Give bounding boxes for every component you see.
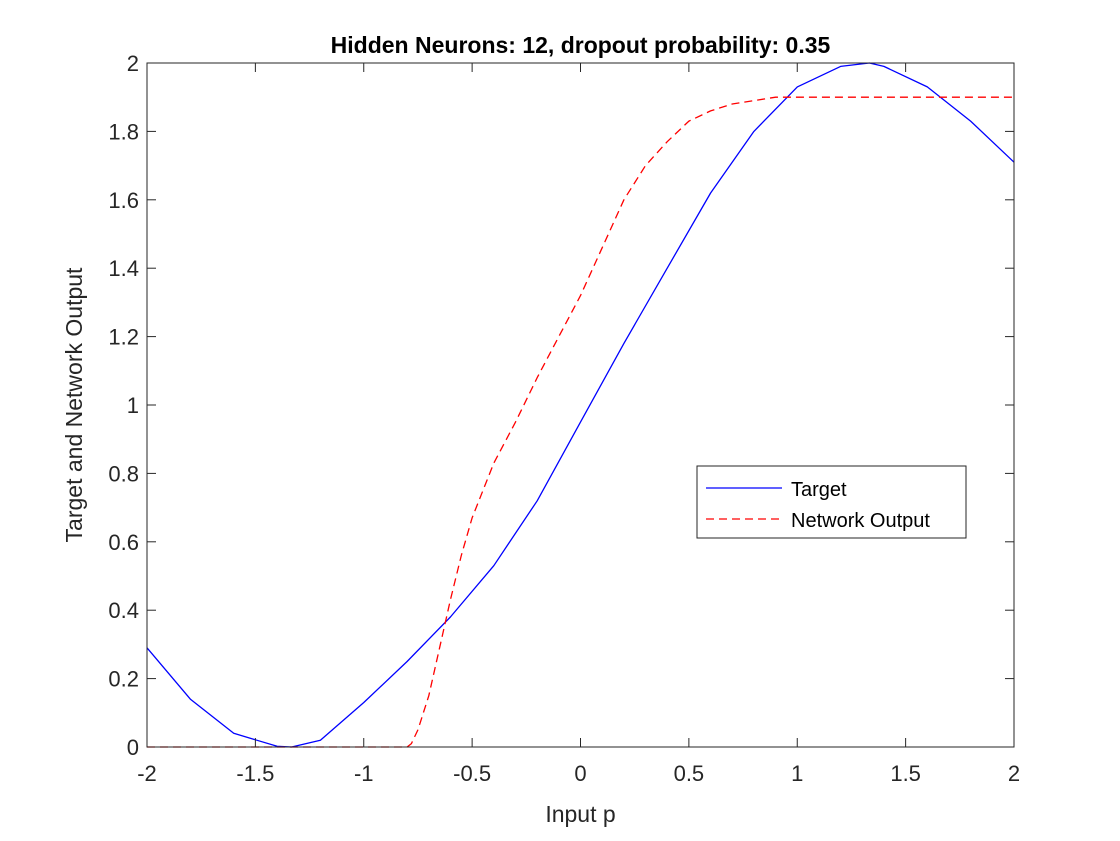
legend: Target Network Output bbox=[696, 465, 967, 539]
x-tick-label: -1 bbox=[354, 761, 374, 786]
y-tick-label: 0.4 bbox=[108, 598, 139, 623]
chart-title: Hidden Neurons: 12, dropout probability:… bbox=[331, 32, 831, 58]
y-tick-label: 0.6 bbox=[108, 530, 139, 555]
y-tick-label: 1.6 bbox=[108, 188, 139, 213]
x-tick-label: 0 bbox=[574, 761, 586, 786]
y-tick-label: 1.2 bbox=[108, 325, 139, 350]
plot-area bbox=[147, 63, 1014, 747]
y-tick-label: 0.8 bbox=[108, 461, 139, 486]
x-tick-label: 1 bbox=[791, 761, 803, 786]
x-tick-label: -0.5 bbox=[453, 761, 491, 786]
x-tick-label: 2 bbox=[1008, 761, 1020, 786]
y-tick-label: 1 bbox=[127, 393, 139, 418]
x-tick-label: -2 bbox=[137, 761, 157, 786]
tick-layer: -2 -1.5 -1 -0.5 0 0.5 1 1.5 2 0 0.2 0.4 0.6 0.8 1 1.2 1.… bbox=[108, 51, 1020, 786]
y-axis-label: Target and Network Output bbox=[61, 267, 87, 542]
legend-box bbox=[696, 465, 967, 539]
y-tick-label: 0 bbox=[127, 735, 139, 760]
legend-network-output-label: Network Output bbox=[791, 510, 930, 532]
x-tick-label: -1.5 bbox=[236, 761, 274, 786]
y-tick-label: 0.2 bbox=[108, 667, 139, 692]
x-axis-label: Input p bbox=[545, 801, 615, 827]
y-tick-label: 1.4 bbox=[108, 256, 139, 281]
legend-target-label: Target bbox=[791, 479, 847, 501]
y-tick-label: 1.8 bbox=[108, 119, 139, 144]
x-tick-label: 0.5 bbox=[674, 761, 705, 786]
x-tick-label: 1.5 bbox=[890, 761, 921, 786]
y-tick-label: 2 bbox=[127, 51, 139, 76]
network-output-series-line bbox=[147, 96, 1014, 748]
